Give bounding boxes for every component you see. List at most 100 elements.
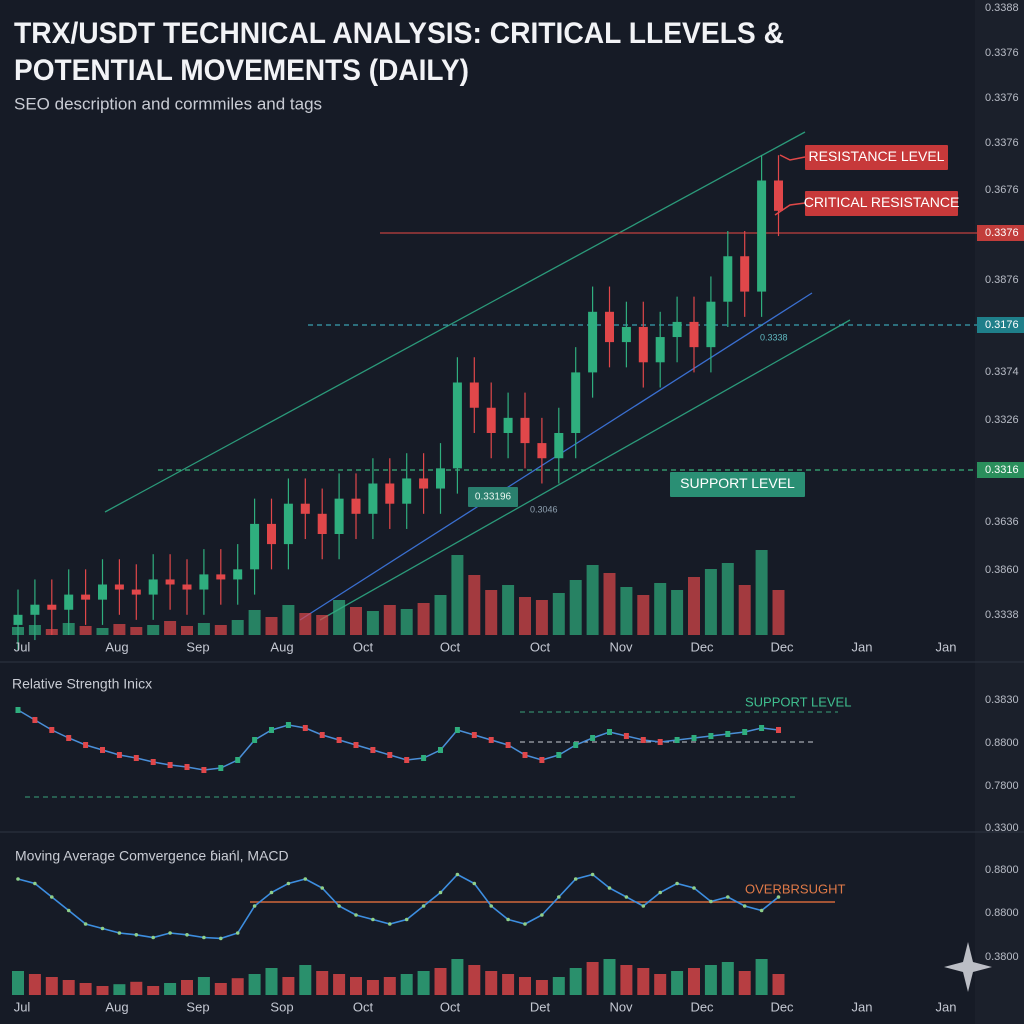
rsi-marker [438,747,443,753]
volume-bar [96,628,109,635]
macd-marker [692,886,696,890]
annotation: 0.3338 [760,332,788,342]
price-label: 0.3338 [985,609,1019,621]
candle-body [419,478,429,489]
candle-body [571,372,581,433]
rsi-marker [353,742,359,748]
candle-body [216,574,226,580]
histogram-bar [451,959,464,995]
volume-bar [738,585,751,635]
price-label: 0.3388 [985,2,1019,14]
histogram-bar [671,971,684,995]
macd-marker [438,890,443,895]
channel-line [104,131,806,513]
histogram-bar [704,965,717,995]
x-tick-label: Sep [186,639,209,654]
rsi-marker [15,707,21,713]
volume-bar [248,610,261,635]
volume-bar [772,590,785,635]
candle-body [368,483,378,514]
macd-marker [489,904,494,908]
candle-body [334,498,344,534]
candle-body [131,589,141,595]
histogram-bar [552,977,565,995]
macd-marker [759,908,764,913]
rsi-marker [49,727,55,733]
histogram-bar [62,980,75,995]
macd-annotation: OVERBRSUGHT [745,881,845,896]
candle-body [774,180,783,211]
candle-body [64,594,74,610]
rsi-marker [725,731,731,737]
histogram-bar [586,962,599,995]
macd-marker [134,933,139,937]
candle-body [469,382,479,408]
macd-marker [624,895,629,899]
candle-body [47,604,57,610]
price-label: 0.3876 [985,274,1019,286]
macd-marker [320,886,325,890]
candle-body [621,326,631,343]
histogram-bar [45,977,58,995]
histogram-bar [772,974,785,995]
annotation: 0.33196 [475,492,512,503]
histogram-bar [181,980,193,995]
volume-bar [282,605,295,635]
histogram-bar [688,968,700,995]
candle-body [723,256,733,302]
volume-bar [350,607,362,635]
macd-marker [709,899,713,904]
rsi-annotation: SUPPORT LEVEL [745,694,851,709]
candle-body [283,503,293,545]
rsi-marker [336,737,342,743]
volume-bar [586,565,599,635]
candle-body [537,443,547,459]
axis-label: 0.3830 [985,694,1019,706]
histogram-bar [79,983,92,995]
rsi-marker [640,737,646,743]
candle-body [503,417,513,433]
rsi-marker [319,732,325,738]
x-tick-label: Jul [14,999,31,1014]
histogram-bar [147,986,160,995]
level-tag [977,462,1024,478]
rsi-marker [776,727,781,733]
price-axis-bg [975,0,1024,1024]
x-tick-label: Jul [14,639,31,654]
candle-body [351,498,361,514]
volume-bar [704,569,717,635]
volume-bar [197,623,210,635]
axis-label: 0.8800 [985,737,1019,749]
histogram-bar [197,977,210,995]
volume-bar [164,621,177,635]
x-tick-label: Oct [440,999,461,1014]
candle-body [452,382,462,469]
histogram-bar [248,974,261,995]
candle-body [30,604,40,615]
volume-bar [366,611,379,635]
candle-body [250,523,260,570]
volume-bar [468,575,481,635]
candle-body [706,301,716,348]
rsi-marker [404,757,410,763]
rsi-marker [116,752,122,758]
macd-marker [303,877,308,881]
candle-body [182,584,192,590]
sparkle-icon [944,942,992,992]
x-tick-label: Jan [936,639,957,654]
macd-marker [573,877,578,881]
annotation-arrow [774,202,806,216]
macd-marker [269,890,274,895]
annotation-arrow [779,154,806,161]
volume-bar [79,626,92,635]
price-label: 0.3860 [985,564,1019,576]
histogram-bar [28,974,41,995]
volume-bar [485,590,498,635]
price-label: 0.3376 [985,47,1019,59]
rsi-marker [556,752,562,758]
annotation: 0.3046 [530,504,558,514]
histogram-bar [366,980,379,995]
rsi-marker [184,764,190,770]
histogram-bar [164,983,177,995]
